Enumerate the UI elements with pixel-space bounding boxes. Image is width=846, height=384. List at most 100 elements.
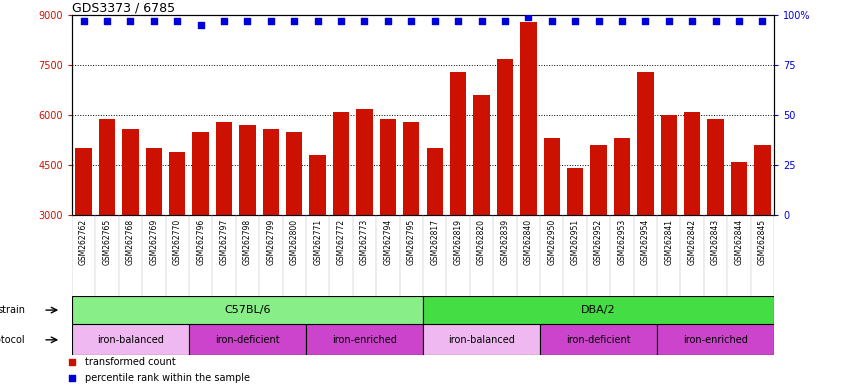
- Bar: [591, 145, 607, 315]
- Bar: [661, 115, 677, 315]
- Bar: [426, 149, 443, 315]
- Text: GSM262950: GSM262950: [547, 219, 556, 265]
- Point: [428, 18, 442, 25]
- Text: GSM262954: GSM262954: [641, 219, 650, 265]
- Text: GSM262951: GSM262951: [571, 219, 580, 265]
- Bar: [543, 139, 560, 315]
- Bar: [169, 152, 185, 315]
- Bar: [332, 112, 349, 315]
- Bar: [754, 145, 771, 315]
- Bar: [286, 132, 303, 315]
- Text: GSM262842: GSM262842: [688, 219, 696, 265]
- Bar: [122, 129, 139, 315]
- Point: [334, 18, 348, 25]
- Point: [755, 18, 769, 25]
- Point: [124, 18, 137, 25]
- Bar: [613, 139, 630, 315]
- Bar: [403, 122, 420, 315]
- Bar: [567, 169, 584, 315]
- Text: GSM262797: GSM262797: [220, 219, 228, 265]
- Point: [639, 18, 652, 25]
- Bar: [540, 324, 657, 355]
- Text: GSM262817: GSM262817: [431, 219, 439, 265]
- Bar: [192, 132, 209, 315]
- Point: [591, 18, 605, 25]
- Text: GSM262795: GSM262795: [407, 219, 415, 265]
- Bar: [239, 125, 255, 315]
- Point: [521, 14, 536, 20]
- Bar: [657, 324, 774, 355]
- Point: [100, 18, 113, 25]
- Text: GSM262953: GSM262953: [618, 219, 626, 265]
- Text: GSM262799: GSM262799: [266, 219, 275, 265]
- Text: percentile rank within the sample: percentile rank within the sample: [85, 373, 250, 383]
- Text: GSM262820: GSM262820: [477, 219, 486, 265]
- Text: GSM262800: GSM262800: [290, 219, 299, 265]
- Text: iron-balanced: iron-balanced: [448, 335, 515, 345]
- Bar: [306, 324, 423, 355]
- Text: GSM262762: GSM262762: [80, 219, 88, 265]
- Text: GSM262772: GSM262772: [337, 219, 345, 265]
- Point: [194, 22, 207, 28]
- Bar: [72, 296, 423, 324]
- Bar: [497, 59, 514, 315]
- Point: [452, 18, 465, 25]
- Text: GSM262843: GSM262843: [711, 219, 720, 265]
- Text: GSM262794: GSM262794: [383, 219, 393, 265]
- Text: GSM262952: GSM262952: [594, 219, 603, 265]
- Text: iron-deficient: iron-deficient: [566, 335, 631, 345]
- Point: [147, 18, 161, 25]
- Text: iron-deficient: iron-deficient: [215, 335, 280, 345]
- Text: GSM262773: GSM262773: [360, 219, 369, 265]
- Bar: [423, 324, 540, 355]
- Text: transformed count: transformed count: [85, 358, 175, 367]
- Bar: [450, 72, 466, 315]
- Bar: [637, 72, 654, 315]
- Text: iron-enriched: iron-enriched: [332, 335, 397, 345]
- Bar: [707, 119, 724, 315]
- Text: GSM262765: GSM262765: [102, 219, 112, 265]
- Point: [288, 18, 301, 25]
- Bar: [262, 129, 279, 315]
- Text: protocol: protocol: [0, 335, 25, 345]
- Point: [311, 18, 325, 25]
- Point: [240, 18, 254, 25]
- Bar: [310, 155, 326, 315]
- Text: GDS3373 / 6785: GDS3373 / 6785: [72, 1, 175, 14]
- Text: iron-balanced: iron-balanced: [97, 335, 164, 345]
- Point: [498, 18, 512, 25]
- Bar: [72, 324, 189, 355]
- Text: GSM262768: GSM262768: [126, 219, 135, 265]
- Point: [358, 18, 371, 25]
- Text: GSM262845: GSM262845: [758, 219, 766, 265]
- Point: [569, 18, 582, 25]
- Point: [264, 18, 277, 25]
- Text: GSM262819: GSM262819: [453, 219, 463, 265]
- Bar: [146, 149, 162, 315]
- Bar: [423, 296, 774, 324]
- Text: GSM262840: GSM262840: [524, 219, 533, 265]
- Point: [545, 18, 558, 25]
- Bar: [731, 162, 747, 315]
- Bar: [380, 119, 396, 315]
- Bar: [75, 149, 92, 315]
- Point: [475, 18, 488, 25]
- Point: [170, 18, 184, 25]
- Text: DBA/2: DBA/2: [581, 305, 616, 315]
- Text: GSM262769: GSM262769: [150, 219, 158, 265]
- Bar: [473, 95, 490, 315]
- Point: [381, 18, 394, 25]
- Bar: [684, 112, 700, 315]
- Text: GSM262839: GSM262839: [501, 219, 509, 265]
- Text: C57BL/6: C57BL/6: [224, 305, 271, 315]
- Bar: [520, 22, 536, 315]
- Point: [685, 18, 699, 25]
- Text: GSM262771: GSM262771: [313, 219, 322, 265]
- Point: [662, 18, 675, 25]
- Text: GSM262770: GSM262770: [173, 219, 182, 265]
- Point: [733, 18, 746, 25]
- Point: [217, 18, 231, 25]
- Text: GSM262844: GSM262844: [734, 219, 744, 265]
- Point: [615, 18, 629, 25]
- Bar: [216, 122, 233, 315]
